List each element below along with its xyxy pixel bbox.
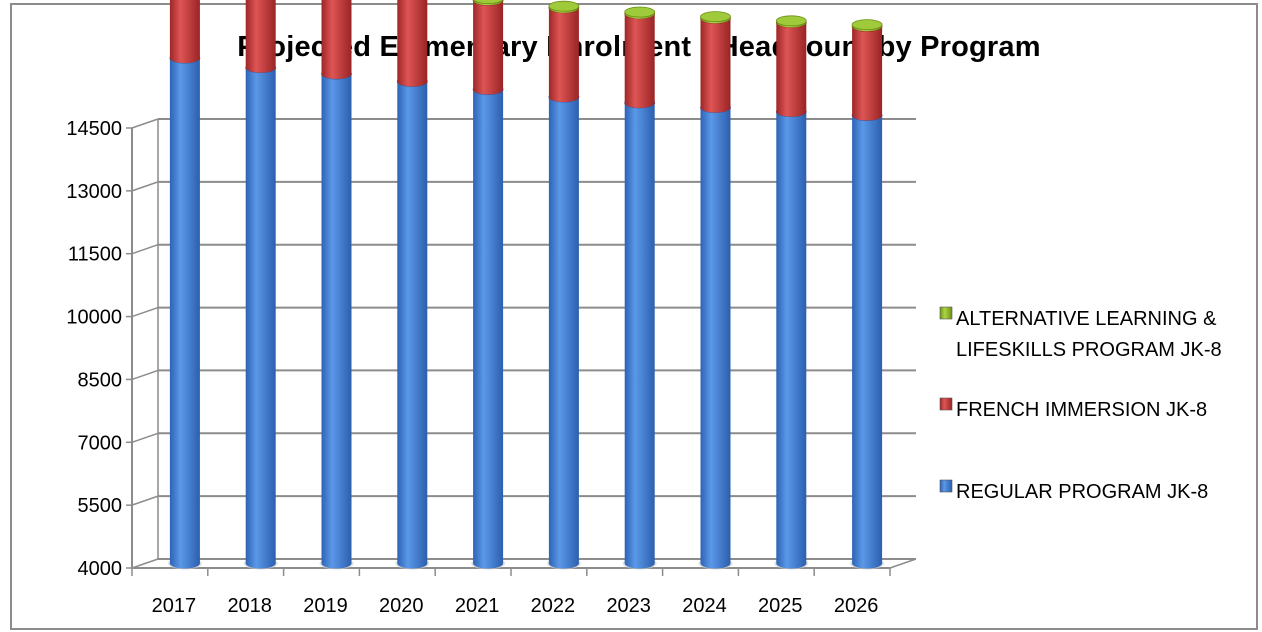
- bar-segment: [624, 97, 656, 569]
- bar-segment: [473, 0, 504, 6]
- gridline-side: [131, 306, 159, 318]
- bar-segment: [472, 84, 504, 569]
- legend-swatch: [939, 397, 953, 411]
- bar-segment: [321, 0, 352, 80]
- gridline-side: [131, 118, 159, 129]
- bar-segment: [548, 91, 580, 569]
- y-tick-label: 10000: [66, 307, 122, 329]
- bar-segment: [245, 0, 276, 73]
- bar-segment: [775, 15, 807, 28]
- bar-segment: [397, 0, 428, 87]
- bar-segment: [700, 102, 731, 569]
- y-tick-label: 14500: [66, 118, 122, 140]
- x-tick-label: 2026: [834, 595, 879, 617]
- gridline-side: [131, 495, 159, 506]
- x-tick-label: 2020: [379, 595, 424, 617]
- y-tick-label: 4000: [78, 558, 123, 580]
- bar-segment: [775, 106, 807, 569]
- x-tick-label: 2021: [455, 595, 500, 617]
- x-tick-label: 2025: [758, 595, 803, 617]
- legend-label: FRENCH IMMERSION JK-8: [956, 399, 1207, 421]
- bar-segment: [169, 52, 201, 569]
- bar-segment: [624, 8, 656, 108]
- floor-edge: [889, 558, 917, 569]
- bar-segment: [775, 17, 807, 117]
- bar-segment: [624, 6, 656, 19]
- x-tick-label: 2019: [303, 595, 348, 617]
- bar-segment: [169, 0, 200, 64]
- bars: [167, 0, 885, 570]
- bar-segment: [700, 11, 731, 24]
- legend-label: LIFESKILLS PROGRAM JK-8: [956, 339, 1222, 361]
- y-tick-label: 13000: [66, 181, 122, 203]
- bar-segment: [396, 76, 428, 569]
- y-tick-label: 5500: [78, 495, 123, 517]
- bar-segment: [700, 12, 731, 113]
- gridline-side: [131, 244, 159, 255]
- legend-swatch: [939, 306, 953, 320]
- legend-label: REGULAR PROGRAM JK-8: [956, 481, 1208, 503]
- legend-item: ALTERNATIVE LEARNING & LIFESKILLS PROGRAM…: [939, 306, 1222, 361]
- gridline-side: [131, 432, 159, 443]
- bar-segment: [245, 62, 277, 569]
- y-tick-label: 8500: [78, 369, 123, 391]
- legend-item: FRENCH IMMERSION JK-8: [939, 397, 1207, 421]
- x-tick-label: 2022: [531, 595, 576, 617]
- y-tick-label: 7000: [78, 432, 123, 454]
- gridline-side: [131, 181, 159, 192]
- x-tick-label: 2023: [606, 595, 651, 617]
- gridline-side: [131, 558, 159, 569]
- bar-segment: [851, 19, 883, 32]
- legend-item: REGULAR PROGRAM JK-8: [939, 479, 1208, 503]
- bar-segment: [548, 0, 580, 13]
- x-tick-label: 2024: [682, 595, 727, 617]
- legend: ALTERNATIVE LEARNING & LIFESKILLS PROGRAM…: [939, 306, 1222, 503]
- bar-segment: [548, 2, 580, 103]
- legend-swatch: [939, 479, 953, 493]
- bar-segment: [472, 0, 504, 95]
- bar-segment: [851, 20, 883, 121]
- x-tick-label: 2017: [152, 595, 197, 617]
- legend-label: ALTERNATIVE LEARNING &: [956, 308, 1217, 330]
- bar-segment: [851, 110, 883, 569]
- bar-segment: [321, 68, 352, 569]
- y-tick-label: 11500: [68, 244, 122, 266]
- gridline-side: [131, 369, 159, 381]
- x-tick-label: 2018: [227, 595, 272, 617]
